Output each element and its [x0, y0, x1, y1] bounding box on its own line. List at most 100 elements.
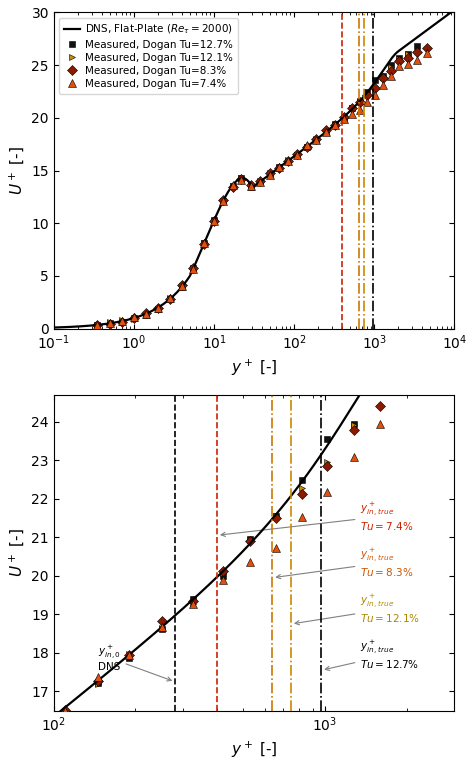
Measured, Dogan Tu=12.7% [201, 239, 207, 248]
Measured, Dogan Tu=12.7% [405, 49, 411, 58]
Measured, Dogan Tu=8.3% [304, 142, 310, 151]
Y-axis label: $U^+$ [-]: $U^+$ [-] [7, 146, 26, 195]
Measured, Dogan Tu=7.4% [357, 106, 363, 115]
Measured, Dogan Tu=8.3% [201, 239, 207, 249]
DNS, Flat-Plate ($Re_\tau = 2000$) [232, 178, 238, 187]
Measured, Dogan Tu=7.4% [220, 196, 226, 206]
Measured, Dogan Tu=12.7% [286, 156, 292, 165]
Measured, Dogan Tu=12.1% [286, 155, 292, 164]
Measured, Dogan Tu=12.1% [201, 239, 207, 248]
Measured, Dogan Tu=12.7% [372, 76, 378, 85]
Measured, Dogan Tu=12.1% [357, 97, 363, 106]
Measured, Dogan Tu=8.3% [357, 97, 363, 107]
Measured, Dogan Tu=7.4% [230, 180, 236, 189]
Measured, Dogan Tu=7.4% [201, 239, 207, 248]
Measured, Dogan Tu=8.3% [380, 74, 386, 83]
Measured, Dogan Tu=12.1% [258, 176, 264, 186]
Measured, Dogan Tu=7.4% [191, 265, 196, 274]
Measured, Dogan Tu=7.4% [405, 59, 411, 68]
DNS, Flat-Plate ($Re_\tau = 2000$) [154, 304, 160, 313]
Measured, Dogan Tu=12.1% [230, 182, 236, 191]
Measured, Dogan Tu=7.4% [372, 91, 378, 100]
Measured, Dogan Tu=12.7% [314, 136, 319, 145]
Y-axis label: $U^+$ [-]: $U^+$ [-] [7, 528, 26, 577]
Measured, Dogan Tu=7.4% [267, 170, 273, 179]
Measured, Dogan Tu=7.4% [396, 61, 402, 71]
Legend: DNS, Flat-Plate ($Re_\tau = 2000$), Measured, Dogan Tu=12.7%, Measured, Dogan Tu: DNS, Flat-Plate ($Re_\tau = 2000$), Meas… [59, 18, 238, 94]
Measured, Dogan Tu=12.1% [267, 169, 273, 178]
Measured, Dogan Tu=12.1% [380, 72, 386, 81]
Line: Measured, Dogan Tu=12.7%: Measured, Dogan Tu=12.7% [94, 43, 420, 328]
Measured, Dogan Tu=12.7% [230, 182, 236, 191]
Measured, Dogan Tu=7.4% [295, 150, 301, 160]
Measured, Dogan Tu=8.3% [258, 177, 264, 186]
Measured, Dogan Tu=12.1% [220, 196, 226, 206]
Measured, Dogan Tu=12.7% [295, 150, 301, 160]
Measured, Dogan Tu=12.1% [211, 216, 217, 225]
Measured, Dogan Tu=12.1% [388, 62, 393, 71]
Measured, Dogan Tu=12.1% [314, 134, 319, 143]
Text: $y_{in,\,true}^+$
$Tu = 8.3\%$: $y_{in,\,true}^+$ $Tu = 8.3\%$ [276, 546, 414, 578]
Measured, Dogan Tu=12.7% [94, 321, 100, 330]
Measured, Dogan Tu=12.7% [107, 318, 113, 328]
Measured, Dogan Tu=8.3% [191, 263, 196, 272]
Measured, Dogan Tu=12.7% [332, 120, 338, 129]
Measured, Dogan Tu=8.3% [155, 303, 161, 312]
Measured, Dogan Tu=12.1% [118, 316, 124, 325]
Measured, Dogan Tu=12.7% [258, 177, 264, 186]
Measured, Dogan Tu=8.3% [405, 53, 411, 62]
Measured, Dogan Tu=12.1% [304, 143, 310, 152]
Measured, Dogan Tu=12.7% [248, 182, 254, 191]
Measured, Dogan Tu=7.4% [304, 141, 310, 150]
Text: $y_{in,\,true}^+$
$Tu = 12.1\%$: $y_{in,\,true}^+$ $Tu = 12.1\%$ [295, 593, 420, 625]
Measured, Dogan Tu=12.1% [179, 281, 185, 291]
Measured, Dogan Tu=8.3% [167, 294, 173, 303]
Measured, Dogan Tu=7.4% [258, 177, 264, 186]
Measured, Dogan Tu=7.4% [107, 319, 113, 328]
Measured, Dogan Tu=12.7% [380, 72, 386, 81]
DNS, Flat-Plate ($Re_\tau = 2000$) [452, 5, 457, 15]
Measured, Dogan Tu=7.4% [286, 156, 292, 166]
Measured, Dogan Tu=8.3% [323, 126, 329, 135]
Measured, Dogan Tu=12.1% [155, 304, 161, 314]
Measured, Dogan Tu=12.1% [94, 321, 100, 330]
Measured, Dogan Tu=12.1% [349, 104, 355, 113]
Measured, Dogan Tu=7.4% [248, 182, 254, 191]
Measured, Dogan Tu=8.3% [211, 216, 217, 225]
Text: $y_{in,0}^+$
DNS: $y_{in,0}^+$ DNS [98, 644, 171, 681]
Measured, Dogan Tu=7.4% [94, 320, 100, 329]
Measured, Dogan Tu=7.4% [349, 110, 355, 119]
Measured, Dogan Tu=7.4% [155, 303, 161, 312]
Measured, Dogan Tu=8.3% [424, 43, 429, 52]
Measured, Dogan Tu=8.3% [94, 320, 100, 329]
Measured, Dogan Tu=7.4% [131, 312, 137, 321]
DNS, Flat-Plate ($Re_\tau = 2000$) [353, 101, 358, 110]
Measured, Dogan Tu=8.3% [267, 168, 273, 177]
Measured, Dogan Tu=12.7% [179, 282, 185, 291]
Measured, Dogan Tu=12.7% [349, 103, 355, 112]
Measured, Dogan Tu=12.7% [220, 196, 226, 206]
Measured, Dogan Tu=8.3% [107, 319, 113, 328]
Measured, Dogan Tu=12.7% [323, 128, 329, 137]
Measured, Dogan Tu=12.1% [131, 314, 137, 324]
Measured, Dogan Tu=7.4% [414, 56, 419, 65]
Measured, Dogan Tu=7.4% [332, 121, 338, 130]
Measured, Dogan Tu=8.3% [349, 104, 355, 113]
Measured, Dogan Tu=12.1% [167, 293, 173, 302]
Measured, Dogan Tu=12.7% [238, 173, 244, 183]
Measured, Dogan Tu=8.3% [332, 120, 338, 130]
Measured, Dogan Tu=12.7% [276, 163, 282, 172]
Measured, Dogan Tu=12.7% [211, 216, 217, 225]
Measured, Dogan Tu=12.1% [396, 54, 402, 64]
Measured, Dogan Tu=7.4% [388, 71, 393, 81]
Measured, Dogan Tu=8.3% [414, 48, 419, 57]
Line: Measured, Dogan Tu=7.4%: Measured, Dogan Tu=7.4% [93, 48, 431, 329]
Measured, Dogan Tu=12.1% [365, 89, 370, 98]
Measured, Dogan Tu=8.3% [276, 163, 282, 173]
X-axis label: $y^+$ [-]: $y^+$ [-] [231, 357, 277, 378]
Measured, Dogan Tu=12.1% [405, 50, 411, 59]
Line: DNS, Flat-Plate ($Re_\tau = 2000$): DNS, Flat-Plate ($Re_\tau = 2000$) [54, 10, 455, 328]
Measured, Dogan Tu=7.4% [341, 114, 347, 123]
Measured, Dogan Tu=7.4% [238, 175, 244, 184]
Measured, Dogan Tu=12.7% [155, 305, 161, 314]
